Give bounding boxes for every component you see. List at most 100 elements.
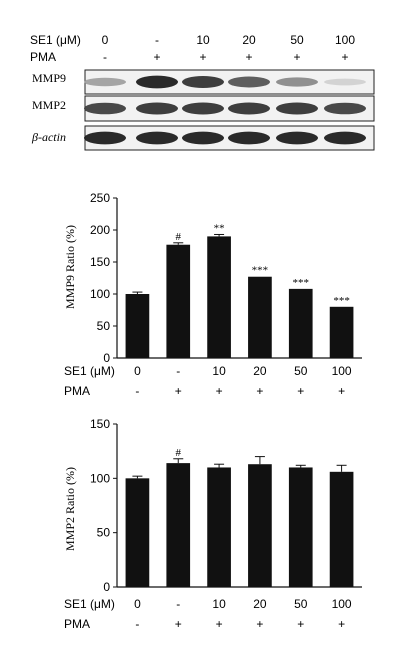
pma-sign-label: - xyxy=(135,617,139,631)
blot-band xyxy=(84,102,126,115)
blot-band xyxy=(276,102,318,115)
mmp2-ratio-chart: MMP2 Ratio (%) 0 50 100 150 # 0 - - +10 +20 +50 +… xyxy=(63,417,362,631)
mmp2-row-labels: 0 - - +10 +20 +50 +100 + SE1 (μM) PMA xyxy=(64,597,352,631)
x-tick-label: 100 xyxy=(332,364,352,378)
blot-band-label-actin: β-actin xyxy=(31,130,66,144)
x-tick-label: - xyxy=(176,364,180,378)
bar xyxy=(207,467,231,587)
pma-sign-label: + xyxy=(175,617,182,631)
blot-pma-sign: + xyxy=(293,50,300,64)
blot-pma-label: PMA xyxy=(30,50,56,64)
bar xyxy=(288,467,313,587)
y-tick-label: 100 xyxy=(90,287,110,301)
blot-band xyxy=(84,77,126,87)
y-tick-label: 0 xyxy=(103,580,110,594)
blot-band xyxy=(136,102,178,115)
bar xyxy=(166,244,191,358)
x-tick-label: - xyxy=(176,597,180,611)
blot-pma-sign: - xyxy=(103,50,107,64)
blot-band xyxy=(324,131,366,145)
pma-sign-label: + xyxy=(256,617,263,631)
pma-sign-label: - xyxy=(135,384,139,398)
blot-pma-sign: + xyxy=(153,50,160,64)
blot-bands-mmp2 xyxy=(84,102,366,115)
blot-band-label-mmp9: MMP9 xyxy=(32,71,66,85)
y-tick-label: 150 xyxy=(90,255,110,269)
blot-band xyxy=(228,131,270,145)
x-tick-label: 10 xyxy=(212,597,226,611)
x-tick-label: 100 xyxy=(332,597,352,611)
x-tick-label: 0 xyxy=(134,364,141,378)
blot-treatment-label: SE1 (μM) xyxy=(30,33,81,47)
mmp2-y-axis-label: MMP2 Ratio (%) xyxy=(63,467,77,551)
blot-band xyxy=(182,131,224,145)
x-tick-label: 50 xyxy=(294,597,308,611)
mmp2-y-axis: 0 50 100 150 xyxy=(90,417,362,594)
blot-bands-actin xyxy=(84,131,366,145)
significance-marker: *** xyxy=(333,295,350,307)
mmp2-bars: # xyxy=(125,447,354,587)
y-tick-label: 50 xyxy=(97,526,111,540)
western-blot-panel: SE1 (μM) PMA 0 - - +10 +20 +50 +100 + MMP9 MMP2… xyxy=(30,33,375,151)
significance-marker: # xyxy=(176,447,182,459)
y-tick-label: 250 xyxy=(90,191,110,205)
row-label-se1: SE1 (μM) xyxy=(64,364,115,378)
blot-pma-sign: + xyxy=(341,50,348,64)
blot-pma-sign: + xyxy=(245,50,252,64)
pma-sign-label: + xyxy=(216,617,223,631)
x-tick-label: 20 xyxy=(253,364,267,378)
mmp9-row-labels: 0 - - +10 +20 +50 +100 + SE1 (μM) PMA xyxy=(64,364,352,398)
bar xyxy=(329,471,354,587)
row-label-se1: SE1 (μM) xyxy=(64,597,115,611)
bar xyxy=(125,478,150,587)
blot-band xyxy=(276,77,318,87)
pma-sign-label: + xyxy=(175,384,182,398)
bar xyxy=(125,294,150,358)
blot-dose-label: 50 xyxy=(290,33,304,47)
blot-band-label-mmp2: MMP2 xyxy=(32,98,66,112)
blot-band xyxy=(84,131,126,145)
x-tick-label: 10 xyxy=(212,364,226,378)
pma-sign-label: + xyxy=(338,617,345,631)
blot-band xyxy=(324,102,366,115)
y-tick-label: 50 xyxy=(97,319,111,333)
blot-band xyxy=(182,102,224,115)
blot-dose-label: 20 xyxy=(242,33,256,47)
pma-sign-label: + xyxy=(297,617,304,631)
blot-band xyxy=(136,131,178,145)
significance-marker: *** xyxy=(252,265,269,277)
significance-marker: # xyxy=(176,231,182,243)
bar xyxy=(288,288,313,358)
mmp9-y-axis: 0 50 100 150 200 250 xyxy=(90,191,362,365)
bar xyxy=(248,276,272,358)
mmp9-y-axis-label: MMP9 Ratio (%) xyxy=(63,225,77,309)
y-tick-label: 0 xyxy=(103,351,110,365)
significance-marker: *** xyxy=(293,277,310,289)
blot-band xyxy=(228,76,270,88)
blot-dose-label: 10 xyxy=(196,33,210,47)
x-tick-label: 20 xyxy=(253,597,267,611)
blot-dose-label: - xyxy=(155,33,159,47)
y-tick-label: 150 xyxy=(90,417,110,431)
blot-header: 0 - - +10 +20 +50 +100 + xyxy=(102,33,356,64)
pma-sign-label: + xyxy=(338,384,345,398)
bar xyxy=(329,306,354,358)
row-label-pma: PMA xyxy=(64,617,90,631)
significance-marker: ** xyxy=(214,222,225,234)
pma-sign-label: + xyxy=(297,384,304,398)
bar xyxy=(166,463,191,587)
pma-sign-label: + xyxy=(216,384,223,398)
blot-band xyxy=(276,131,318,145)
blot-pma-sign: + xyxy=(199,50,206,64)
row-label-pma: PMA xyxy=(64,384,90,398)
blot-bands-mmp9 xyxy=(84,75,366,89)
y-tick-label: 100 xyxy=(90,471,110,485)
blot-band xyxy=(324,78,366,86)
pma-sign-label: + xyxy=(256,384,263,398)
mmp9-bars: #*********** xyxy=(125,222,354,358)
bar xyxy=(207,236,231,358)
blot-band xyxy=(136,75,178,89)
blot-dose-label: 0 xyxy=(102,33,109,47)
y-tick-label: 200 xyxy=(90,223,110,237)
